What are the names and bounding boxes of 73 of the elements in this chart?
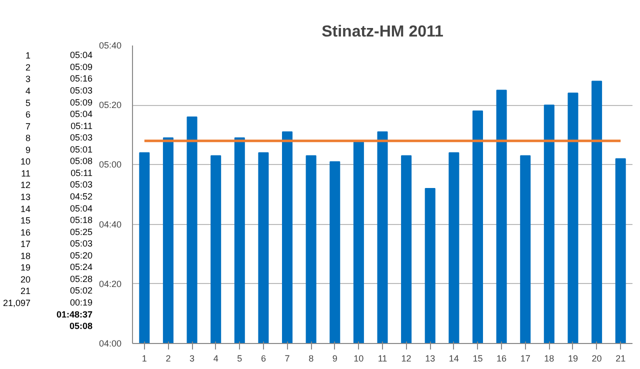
text: 05:04 — [70, 109, 93, 120]
x-tick-label: 13 — [425, 354, 436, 364]
text: 05:03 — [70, 238, 93, 249]
category-label: 18 — [20, 250, 31, 261]
x-tick-label: 15 — [472, 354, 483, 364]
text: 05:24 — [70, 262, 93, 272]
text: 05:09 — [70, 97, 93, 108]
category-label: 17 — [20, 239, 31, 250]
x-tick-label: 10 — [354, 354, 364, 364]
category-label: 13 — [20, 192, 31, 202]
category-label: 7 — [25, 121, 31, 132]
text: 05:11 — [70, 120, 93, 131]
x-tick-label: 16 — [496, 354, 507, 364]
text: 05:04 — [70, 203, 93, 214]
category-label: 10 — [20, 156, 31, 167]
category-label: 15 — [20, 216, 31, 226]
text: 05:03 — [70, 85, 93, 96]
text: 05:28 — [70, 274, 93, 284]
x-tick-label: 7 — [284, 354, 290, 364]
category-label: 5 — [25, 98, 31, 108]
x-tick-label: 20 — [592, 354, 602, 364]
x-tick-label: 12 — [401, 354, 412, 364]
x-tick-label: 17 — [520, 354, 530, 364]
category-label: 16 — [20, 227, 31, 238]
category-label: 11 — [21, 168, 30, 178]
x-tick-label: 8 — [308, 354, 314, 364]
text: 05:16 — [70, 74, 93, 84]
x-tick-label: 18 — [544, 354, 554, 364]
category-label: 12 — [20, 180, 31, 190]
text: 05:25 — [70, 226, 93, 237]
text: 05:09 — [70, 62, 93, 72]
text: 05:20 — [70, 250, 93, 260]
category-label: 4 — [25, 86, 31, 96]
y-tick-label: 05:00 — [98, 160, 122, 170]
category-label: 20 — [20, 274, 31, 284]
category-label: 12 — [25, 50, 31, 72]
chart-title: Stinatz-HM 2011 — [322, 24, 444, 40]
x-tick-label: 21 — [616, 354, 626, 364]
text: 05:18 — [70, 215, 93, 226]
y-tick-label: 05:40 — [98, 40, 122, 50]
x-tick-label: 5 — [237, 354, 242, 364]
category-label: 9 — [25, 144, 31, 155]
y-tick-label: 05:20 — [98, 100, 122, 110]
x-tick-label: 3 — [190, 354, 195, 364]
x-tick-label: 6 — [260, 354, 266, 364]
text: 21,097 — [2, 298, 31, 308]
text: 04:52 — [70, 192, 93, 202]
category-label: 8 — [25, 133, 31, 144]
text: 05:01 — [70, 144, 93, 154]
x-tick-label: 14 — [448, 354, 459, 364]
y-tick-label: 04:20 — [98, 278, 122, 289]
text: 05:08 — [70, 156, 93, 166]
category-label: 3 — [25, 74, 31, 84]
text: 05:03 — [70, 180, 93, 190]
x-tick-label: 11 — [378, 354, 388, 364]
y-tick-label: 04:00 — [98, 338, 122, 348]
text: 05:02 — [70, 286, 93, 296]
text: 01:48:37 — [56, 309, 93, 320]
text: 05:03 — [70, 132, 93, 143]
category-label: 14 — [20, 204, 31, 214]
x-tick-label: 4 — [213, 354, 218, 364]
text: 00:19 — [70, 298, 93, 308]
x-tick-label: 9 — [332, 354, 338, 364]
x-tick-label: 19 — [568, 354, 578, 364]
category-label: 19 — [20, 262, 31, 273]
category-label: 6 — [25, 110, 31, 120]
x-tick-label: 1 — [142, 354, 147, 364]
y-tick-label: 04:40 — [98, 219, 122, 230]
text: 05:08 — [69, 321, 93, 332]
text: 05:04 — [70, 50, 93, 60]
text: 05:11 — [70, 168, 93, 178]
x-tick-label: 2 — [166, 354, 171, 364]
category-label: 21 — [20, 286, 31, 296]
